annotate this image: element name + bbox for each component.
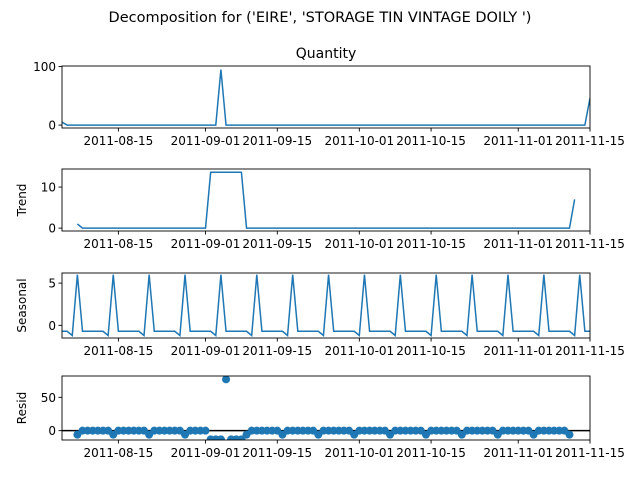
panel-trend: 0 10 2011-08-15 2011-09-01 2011-09-15 2011-10… [15, 168, 625, 251]
quantity-series-line [62, 69, 590, 126]
trend-xtick-label: 2011-11-01 [483, 237, 553, 251]
panel-seasonal: 0 5 2011-08-15 2011-09-01 2011-09-15 2011-10-… [15, 272, 625, 358]
seasonal-xtick-label: 2011-09-15 [242, 344, 312, 358]
resid-xtick-label: 2011-08-15 [84, 446, 154, 460]
quantity-xtick-label: 2011-10-01 [324, 134, 394, 148]
seasonal-xtick-label: 2011-08-15 [84, 344, 154, 358]
resid-xtick-label: 2011-09-01 [171, 446, 241, 460]
seasonal-xtick-label: 2011-09-01 [171, 344, 241, 358]
quantity-xtick-label: 2011-09-15 [242, 134, 312, 148]
quantity-xtick-label: 2011-11-15 [555, 134, 625, 148]
trend-series-line [76, 171, 576, 229]
trend-ytick-label: 0 [48, 222, 56, 236]
trend-frame [61, 168, 591, 232]
trend-ytick-label: 10 [41, 181, 56, 195]
resid-ytick-label: 50 [41, 391, 56, 405]
resid-xtick-label: 2011-09-15 [242, 446, 312, 460]
resid-xtick-label: 2011-10-15 [396, 446, 466, 460]
seasonal-xtick-label: 2011-11-15 [555, 344, 625, 358]
seasonal-xtick-label: 2011-10-01 [324, 344, 394, 358]
trend-xtick-label: 2011-09-15 [242, 237, 312, 251]
quantity-xtick-label: 2011-09-01 [171, 134, 241, 148]
trend-ylabel: Trend [15, 184, 29, 218]
resid-frame [61, 375, 591, 441]
quantity-title: Quantity [296, 46, 357, 62]
resid-xtick-label: 2011-10-01 [324, 446, 394, 460]
quantity-ytick-label: 0 [48, 119, 56, 133]
resid-ytick-label: 0 [48, 424, 56, 438]
quantity-xtick-label: 2011-11-01 [483, 134, 553, 148]
resid-plot [62, 376, 590, 440]
quantity-xtick-label: 2011-08-15 [84, 134, 154, 148]
seasonal-plot [62, 274, 590, 337]
trend-xtick-label: 2011-10-01 [324, 237, 394, 251]
figure-title: Decomposition for ('EIRE', 'STORAGE TIN … [109, 10, 532, 26]
seasonal-ylabel: Seasonal [15, 278, 29, 332]
resid-point [201, 426, 210, 435]
trend-xtick-label: 2011-10-15 [396, 237, 466, 251]
panel-resid: 0 50 2011-08-15 2011-09-01 2011-09-15 2011-10… [15, 375, 625, 460]
seasonal-frame [61, 272, 591, 339]
trend-plot [76, 171, 576, 229]
quantity-frame [61, 65, 591, 129]
seasonal-ytick-label: 5 [48, 277, 56, 291]
seasonal-xtick-label: 2011-10-15 [396, 344, 466, 358]
quantity-xtick-label: 2011-10-15 [396, 134, 466, 148]
resid-xtick-label: 2011-11-01 [483, 446, 553, 460]
seasonal-series-line [62, 274, 590, 337]
resid-xtick-label: 2011-11-15 [555, 446, 625, 460]
trend-xtick-label: 2011-08-15 [84, 237, 154, 251]
quantity-plot [62, 69, 590, 126]
panel-quantity: 0 100 2011-08-15 2011-09-01 2011-09-15 2011-1… [33, 46, 625, 148]
trend-xtick-label: 2011-09-01 [171, 237, 241, 251]
quantity-ytick-label: 100 [33, 60, 56, 74]
resid-point [222, 376, 231, 384]
seasonal-xtick-label: 2011-11-01 [483, 344, 553, 358]
seasonal-ytick-label: 0 [48, 319, 56, 333]
trend-xtick-label: 2011-11-15 [555, 237, 625, 251]
resid-point [565, 430, 574, 439]
resid-point [216, 435, 225, 440]
resid-ylabel: Resid [15, 392, 29, 424]
